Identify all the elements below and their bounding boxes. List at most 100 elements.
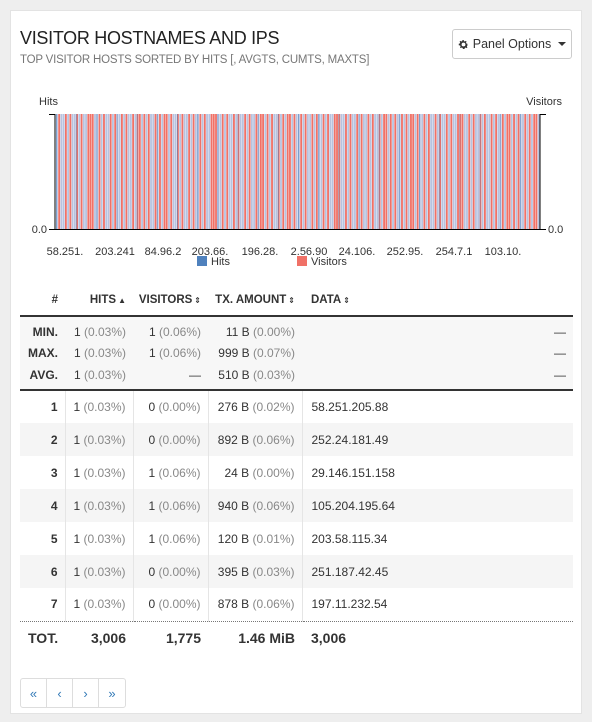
row-visitors: 0 (0.00%): [132, 423, 208, 456]
row-host: 203.58.115.34: [301, 522, 573, 555]
hits-bar: [100, 114, 103, 229]
hits-bar: [522, 114, 524, 229]
summary-hits: 1 (0.03%): [65, 364, 133, 391]
visitors-bar: [383, 114, 385, 229]
table-row[interactable]: 4 1 (0.03%) 1 (0.06%) 940 B (0.06%) 105.…: [20, 489, 573, 522]
visitors-bar: [483, 114, 486, 229]
table-row[interactable]: 1 1 (0.03%) 0 (0.00%) 276 B (0.02%) 58.2…: [20, 390, 573, 423]
table-row[interactable]: 7 1 (0.03%) 0 (0.00%) 878 B (0.06%) 197.…: [20, 588, 573, 622]
hits-bar: [463, 114, 466, 229]
visitors-bar: [289, 114, 291, 229]
hits-bar: [443, 114, 446, 229]
header-data[interactable]: DATA ⇕: [302, 285, 573, 317]
header-tx-amount[interactable]: TX. AMOUNT ⇕: [208, 285, 302, 317]
header-hits[interactable]: HITS ▲: [65, 285, 133, 317]
visitors-bar: [508, 114, 511, 229]
legend-hits-swatch: [197, 256, 207, 266]
hits-bar: [60, 114, 63, 229]
row-tx-amount: 878 B (0.06%): [207, 588, 302, 622]
hits-bar: [387, 114, 390, 229]
visitor-hosts-panel: VISITOR HOSTNAMES AND IPS TOP VISITOR HO…: [10, 10, 582, 714]
hits-bar: [179, 114, 182, 229]
legend-visitors-swatch: [297, 256, 307, 266]
hits-bar: [156, 114, 158, 229]
visitors-bar: [385, 114, 388, 229]
hits-bar: [448, 114, 450, 229]
summary-tx: 11 B (0.00%): [208, 316, 302, 342]
visitors-bar: [244, 114, 247, 229]
visitors-bar: [120, 114, 123, 229]
visitors-bar: [233, 114, 235, 229]
visitors-bar: [255, 114, 258, 229]
totals-tx: 1.46 MiB: [238, 630, 295, 647]
hits-bar: [475, 114, 477, 229]
first-page-button[interactable]: «: [21, 679, 47, 707]
hits-bar: [481, 114, 484, 229]
visitors-bar: [89, 114, 92, 229]
hits-bar: [374, 114, 377, 229]
row-visitors: 1 (0.06%): [132, 522, 208, 555]
hits-bar: [306, 114, 309, 229]
table-row[interactable]: 3 1 (0.03%) 1 (0.06%) 24 B (0.00%) 29.14…: [20, 456, 573, 489]
hits-bar: [161, 114, 164, 229]
hits-bar: [318, 114, 320, 229]
visitors-bar: [349, 114, 352, 229]
last-page-button[interactable]: »: [108, 685, 116, 701]
hits-bar: [302, 114, 305, 229]
visitors-bar: [132, 114, 135, 229]
header-index: #: [20, 285, 65, 317]
visitors-bar: [154, 114, 157, 229]
row-host: 197.11.232.54: [301, 588, 573, 622]
visitors-bar: [103, 114, 105, 229]
table-row[interactable]: 2 1 (0.03%) 0 (0.00%) 892 B (0.06%) 252.…: [20, 423, 573, 456]
right-axis-label: Visitors: [526, 96, 562, 108]
hits-bar: [268, 114, 271, 229]
visitors-bar: [138, 114, 141, 229]
row-index: 6: [20, 555, 65, 588]
panel-options-button[interactable]: Panel Options: [452, 29, 572, 59]
totals-visitors: 1,775: [165, 630, 201, 647]
next-page-button[interactable]: ›: [73, 679, 99, 707]
visitors-bar: [266, 114, 269, 229]
hits-bar: [76, 114, 78, 229]
visitors-bar: [327, 114, 329, 229]
row-visitors: 0 (0.00%): [132, 555, 208, 588]
visitors-bar: [259, 114, 262, 229]
hits-bar: [519, 114, 521, 229]
row-hits: 1 (0.03%): [64, 522, 133, 555]
hits-bar: [71, 114, 74, 229]
hits-bar: [362, 114, 365, 229]
table-row[interactable]: 5 1 (0.03%) 1 (0.06%) 120 B (0.01%) 203.…: [20, 522, 573, 555]
visitors-bar: [336, 114, 338, 229]
visitors-bar: [457, 114, 459, 229]
summary-row: MAX. 1 (0.03%) 1 (0.06%) 999 B (0.07%) —: [20, 342, 573, 364]
table-row[interactable]: 6 1 (0.03%) 0 (0.00%) 395 B (0.03%) 251.…: [20, 555, 573, 588]
visitors-bar: [199, 114, 202, 229]
x-tick-label: 24.106.: [339, 246, 376, 258]
visitors-bar: [203, 114, 206, 229]
hits-bar: [206, 114, 208, 229]
legend-visitors-label: Visitors: [311, 256, 347, 268]
hits-bar: [277, 114, 279, 229]
hits-bar: [313, 114, 316, 229]
hits-bar: [396, 114, 399, 229]
hits-bar: [201, 114, 204, 229]
hits-bar: [194, 114, 197, 229]
visitors-bar: [445, 114, 448, 229]
summary-data: —: [302, 342, 573, 364]
row-hits: 1 (0.03%): [64, 390, 133, 423]
hits-bar: [280, 114, 282, 229]
prev-page-button[interactable]: ‹: [47, 679, 73, 707]
hits-bar: [96, 114, 98, 229]
visitors-bar: [315, 114, 318, 229]
hits-bar: [241, 114, 244, 229]
row-hits: 1 (0.03%): [64, 456, 133, 489]
visitors-bar: [98, 114, 101, 229]
summary-data: —: [302, 364, 573, 391]
summary-row: AVG. 1 (0.03%) — 510 B (0.03%) —: [20, 364, 573, 391]
x-tick-label: 252.95.: [387, 246, 424, 258]
hits-bar: [224, 114, 226, 229]
hits-bar: [168, 114, 170, 229]
hits-bar: [185, 114, 188, 229]
header-visitors[interactable]: VISITORS ⇕: [133, 285, 208, 317]
